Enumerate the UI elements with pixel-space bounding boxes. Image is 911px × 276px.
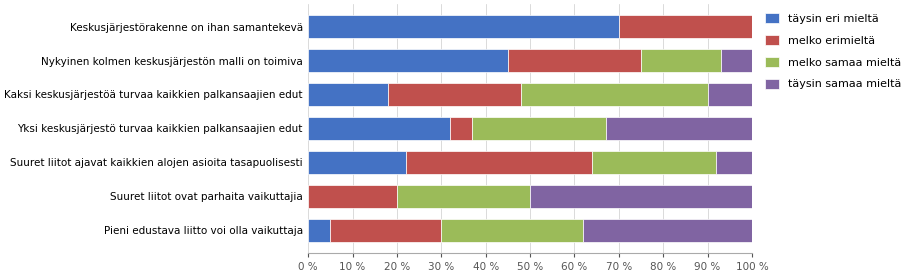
Bar [308, 219, 331, 242]
Bar [606, 118, 752, 140]
Bar [530, 185, 752, 208]
Bar [473, 118, 606, 140]
Bar [308, 83, 388, 105]
Bar [308, 49, 508, 71]
Bar [716, 152, 752, 174]
Legend: täysin eri mieltä, melko erimieltä, melko samaa mieltä, täysin samaa mieltä: täysin eri mieltä, melko erimieltä, melk… [762, 10, 905, 93]
Bar [619, 15, 752, 38]
Bar [641, 49, 721, 71]
Bar [405, 152, 592, 174]
Bar [397, 185, 530, 208]
Bar [308, 15, 619, 38]
Bar [308, 185, 397, 208]
Bar [521, 83, 708, 105]
Bar [450, 118, 473, 140]
Bar [308, 152, 405, 174]
Bar [308, 118, 450, 140]
Bar [721, 49, 752, 71]
Bar [592, 152, 716, 174]
Bar [708, 83, 752, 105]
Bar [331, 219, 441, 242]
Bar [508, 49, 641, 71]
Bar [583, 219, 752, 242]
Bar [388, 83, 521, 105]
Bar [441, 219, 583, 242]
